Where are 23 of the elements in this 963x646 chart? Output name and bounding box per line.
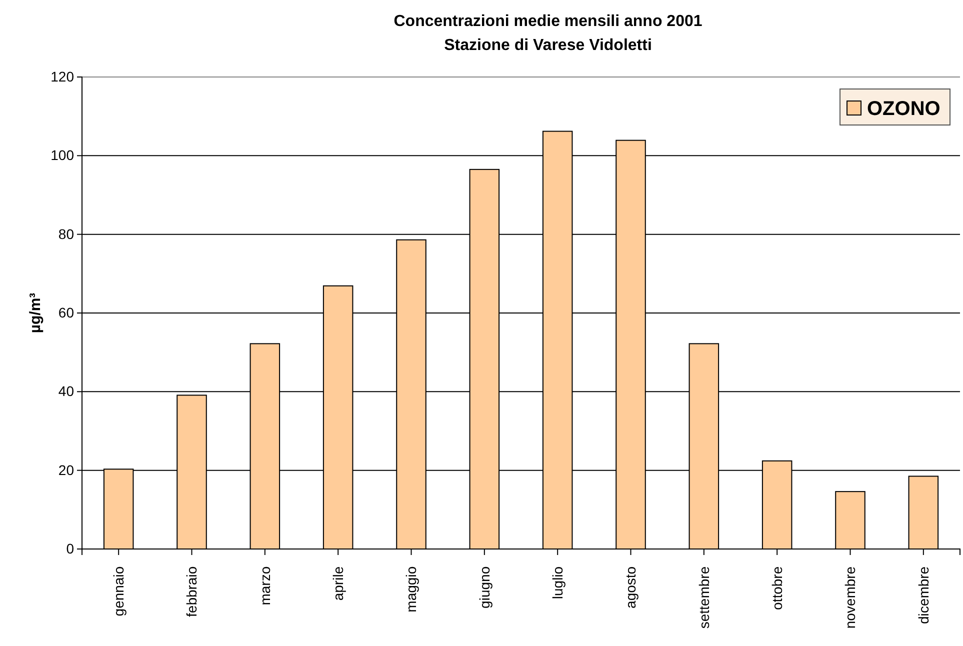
- x-tick-label: maggio: [403, 566, 420, 612]
- y-tick-label: 20: [58, 462, 74, 478]
- y-tick-label: 100: [50, 147, 74, 164]
- chart-subtitle: Stazione di Varese Vidoletti: [444, 37, 652, 54]
- y-tick-label: 40: [58, 383, 74, 400]
- x-tick-label: giugno: [476, 566, 492, 608]
- x-tick-label: dicembre: [915, 566, 932, 624]
- x-tick-label: marzo: [256, 566, 273, 606]
- x-tick-label: gennaio: [110, 566, 126, 616]
- x-tick-label: luglio: [549, 566, 566, 600]
- x-tick-label: aprile: [330, 566, 346, 601]
- y-tick-label: 120: [50, 68, 74, 84]
- x-tick-label: novembre: [842, 566, 858, 629]
- x-tick-label: ottobre: [768, 566, 785, 610]
- y-axis-title: µg/m³: [27, 292, 44, 334]
- y-tick-label: 60: [58, 304, 74, 320]
- x-tick-label: febbraio: [184, 566, 200, 617]
- y-tick-label: 0: [66, 540, 74, 556]
- chart-title: Concentrazioni medie mensili anno 2001: [394, 13, 702, 30]
- x-tick-label: settembre: [696, 566, 712, 629]
- legend-label: OZONO: [867, 98, 940, 120]
- x-tick-label: agosto: [622, 566, 639, 608]
- y-tick-label: 80: [58, 226, 74, 242]
